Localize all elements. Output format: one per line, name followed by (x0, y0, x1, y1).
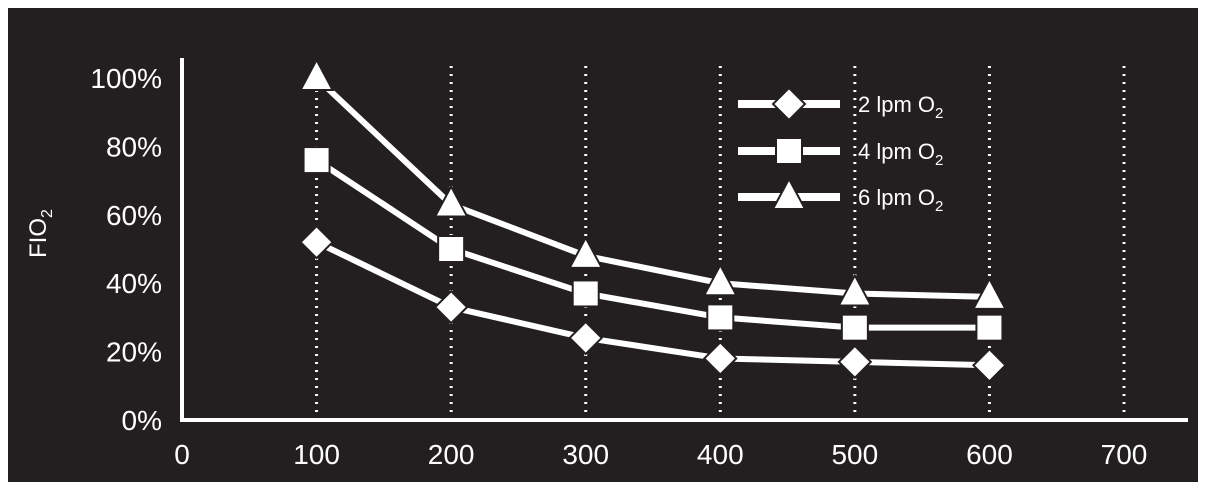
legend-label: 6 lpm O2 (858, 185, 943, 215)
axes-layer (180, 58, 1188, 422)
data-point-square (840, 313, 869, 342)
legend-label-subscript: 2 (935, 105, 943, 122)
series-line-square (314, 157, 990, 331)
series-diamond (299, 224, 1007, 383)
data-point-square (437, 235, 466, 263)
legend: 2 lpm O24 lpm O26 lpm O2 (738, 86, 943, 215)
x-tick-label: 600 (966, 439, 1013, 470)
data-point-diamond (433, 289, 469, 325)
x-tick-label: 0 (174, 439, 190, 470)
x-tick-label: 300 (562, 439, 609, 470)
y-axis-title: FIO2 (25, 209, 56, 258)
data-point-triangle (298, 57, 335, 91)
x-tick-label: 700 (1101, 439, 1148, 470)
legend-label-main: 2 lpm O (858, 92, 935, 117)
legend-label-subscript: 2 (935, 198, 943, 215)
legend-label-main: 4 lpm O (858, 139, 935, 164)
legend-label-main: 6 lpm O (858, 185, 935, 210)
data-point-diamond (837, 344, 873, 380)
legend-entry: 2 lpm O2 (738, 86, 943, 122)
data-point-diamond (972, 347, 1007, 383)
y-tick-label: 0% (122, 405, 162, 436)
data-point-triangle (837, 273, 873, 307)
data-point-square (706, 303, 735, 332)
legend-entry: 4 lpm O2 (738, 137, 943, 169)
x-tick-label: 400 (697, 439, 744, 470)
legend-marker-triangle (771, 176, 807, 210)
series-layer (298, 57, 1008, 383)
data-point-triangle (971, 276, 1008, 310)
legend-marker-square (775, 137, 803, 165)
x-tick-label: 200 (428, 439, 475, 470)
data-point-triangle (568, 235, 604, 269)
y-tick-label: 100% (90, 63, 162, 94)
series-triangle (298, 57, 1008, 310)
chart-svg: 0% 20% 40% 60% 80% 100% 0 100 200 300 400 500 600 70… (25, 57, 1188, 470)
legend-label: 4 lpm O2 (858, 139, 943, 169)
data-point-diamond (568, 320, 604, 356)
data-point-square (975, 313, 1004, 342)
series-line-diamond (315, 239, 990, 369)
series-line-triangle (314, 75, 990, 300)
data-point-diamond (702, 341, 738, 376)
legend-marker-diamond (771, 86, 807, 122)
series-square (302, 146, 1004, 342)
xtick-layer: 0 100 200 300 400 500 600 700 (174, 439, 1147, 470)
y-tick-label: 60% (106, 200, 162, 231)
legend-entry: 6 lpm O2 (738, 176, 943, 215)
ytick-layer: 0% 20% 40% 60% 80% 100% (90, 63, 162, 436)
y-axis-title-subscript: 2 (39, 209, 56, 218)
data-point-square (302, 146, 331, 175)
y-tick-label: 20% (106, 337, 162, 368)
data-point-triangle (702, 263, 738, 297)
data-point-square (571, 279, 600, 308)
x-tick-label: 500 (831, 439, 878, 470)
y-tick-label: 80% (106, 131, 162, 162)
x-tick-label: 100 (293, 439, 340, 470)
y-tick-label: 40% (106, 268, 162, 299)
chart-frame: 0% 20% 40% 60% 80% 100% 0 100 200 300 400 500 600 70… (8, 8, 1198, 482)
y-axis-title-main: FIO (25, 218, 52, 258)
data-point-triangle (433, 184, 469, 218)
legend-label-subscript: 2 (935, 152, 943, 169)
data-point-diamond (299, 224, 334, 260)
legend-label: 2 lpm O2 (858, 92, 943, 122)
